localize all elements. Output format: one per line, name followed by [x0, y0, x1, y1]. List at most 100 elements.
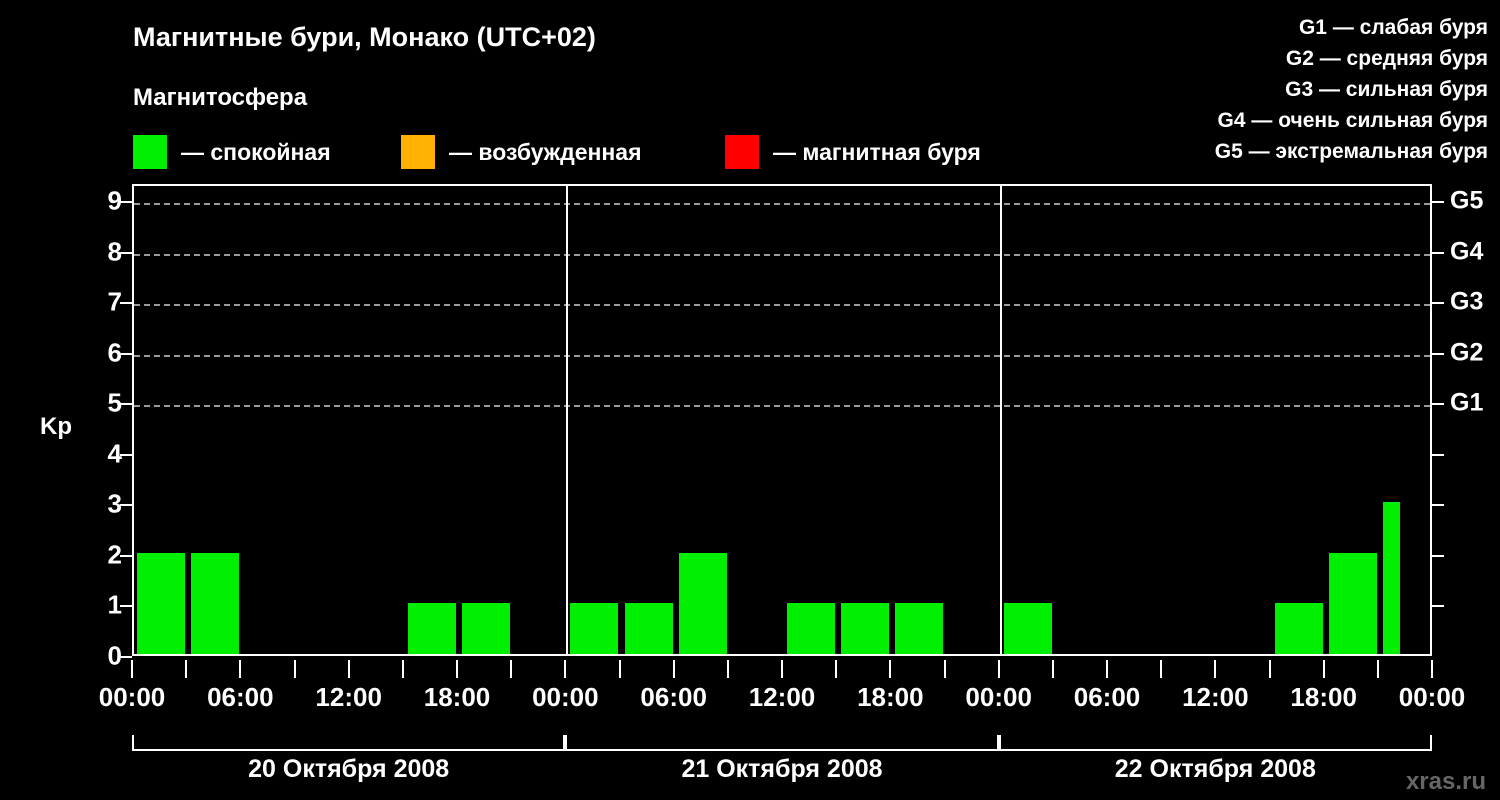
- date-label-2: 21 Октября 2008: [681, 755, 883, 783]
- x-tick-3: [293, 660, 296, 678]
- x-tick-4: [347, 660, 350, 678]
- g-tick-label-g1: G1: [1450, 388, 1484, 417]
- x-tick-15: [943, 660, 946, 678]
- bar[interactable]: [1274, 603, 1323, 654]
- legend-label-storm: — магнитная буря: [773, 138, 981, 165]
- bar[interactable]: [787, 603, 836, 654]
- bar[interactable]: [1003, 603, 1052, 654]
- x-tick-5: [401, 660, 404, 678]
- legend-swatch-quiet: [133, 135, 167, 169]
- x-tick-14: [889, 660, 892, 678]
- y-axis-title: Kp: [40, 413, 72, 440]
- y-tick-mark-6: [120, 352, 132, 355]
- y-tick-label-4: 4: [107, 438, 122, 469]
- x-tick-label-5: 06:00: [640, 682, 707, 712]
- g-minor-tick-kp-4: [1432, 453, 1444, 456]
- x-tick-24: [1431, 660, 1433, 678]
- watermark: xras.ru: [1405, 768, 1486, 795]
- bar[interactable]: [895, 603, 944, 654]
- y-tick-mark-2: [120, 554, 132, 557]
- x-tick-label-1: 06:00: [207, 682, 274, 712]
- bar[interactable]: [624, 603, 673, 654]
- x-tick-label-8: 00:00: [965, 682, 1032, 712]
- date-label-1: 20 Октября 2008: [248, 755, 450, 783]
- x-tick-label-0: 00:00: [98, 682, 166, 712]
- y-tick-label-8: 8: [107, 236, 122, 267]
- bar[interactable]: [1382, 502, 1400, 654]
- bar[interactable]: [570, 603, 619, 654]
- bar[interactable]: [191, 552, 240, 654]
- x-tick-label-11: 18:00: [1290, 682, 1357, 712]
- x-tick-7: [510, 660, 513, 678]
- legend-swatch-unsettled: [401, 135, 435, 169]
- day-separator-1: [566, 186, 569, 654]
- x-tick-20: [1214, 660, 1217, 678]
- x-tick-16: [997, 660, 1000, 678]
- gridline-kp-5: [134, 405, 1430, 408]
- x-tick-12: [781, 660, 783, 678]
- g-scale-line-g2: G2 — средняя буря: [1285, 47, 1488, 70]
- legend-label-unsettled: — возбужденная: [449, 138, 642, 165]
- gridline-kp-6: [134, 354, 1430, 357]
- g-minor-tick-kp-3: [1432, 504, 1444, 507]
- g-scale-line-g4: G4 — очень сильная буря: [1217, 109, 1488, 132]
- y-tick-label-9: 9: [107, 185, 122, 216]
- x-tick-label-4: 00:00: [532, 682, 599, 712]
- date-bracket-3: [998, 735, 1432, 751]
- y-tick-label-2: 2: [107, 539, 122, 570]
- g-minor-tick-kp-2: [1432, 554, 1444, 557]
- bar[interactable]: [1328, 552, 1377, 654]
- g-tick-mark-g2: [1432, 352, 1444, 355]
- g-minor-tick-kp-1: [1432, 605, 1444, 608]
- y-tick-mark-3: [120, 504, 132, 507]
- legend-entry-quiet: — спокойная: [133, 134, 331, 170]
- g-tick-mark-g1: [1432, 403, 1444, 406]
- y-tick-label-0: 0: [107, 640, 122, 671]
- x-tick-0: [131, 660, 133, 678]
- bar[interactable]: [462, 603, 511, 654]
- g-scale-line-g1: G1 — слабая буря: [1298, 16, 1488, 39]
- legend-entry-storm: — магнитная буря: [725, 134, 981, 170]
- x-tick-8: [564, 660, 567, 678]
- bar[interactable]: [678, 552, 727, 654]
- g-tick-mark-g5: [1432, 201, 1444, 203]
- g-scale-line-g3: G3 — сильная буря: [1285, 78, 1488, 101]
- bar[interactable]: [407, 603, 456, 654]
- x-tick-18: [1106, 660, 1108, 678]
- gridline-kp-7: [134, 304, 1430, 307]
- y-tick-label-3: 3: [107, 488, 122, 519]
- date-axis: 20 Октября 2008 21 Октября 2008 22 Октября…: [0, 735, 1500, 800]
- chart-plot-area: [132, 184, 1432, 656]
- y-tick-label-7: 7: [107, 286, 122, 317]
- bar[interactable]: [841, 603, 890, 654]
- date-bracket-1: [132, 735, 566, 751]
- y-tick-mark-0: [120, 656, 132, 658]
- x-tick-label-9: 06:00: [1073, 682, 1141, 712]
- x-axis: 00:00 06:00 12:00 18:00 00:00 06:00 12:00 18:00…: [0, 656, 1500, 726]
- x-tick-13: [835, 660, 838, 678]
- x-tick-label-3: 18:00: [423, 682, 491, 712]
- g-scale-line-g5: G5 — экстремальная буря: [1214, 140, 1488, 163]
- date-label-3: 22 Октября 2008: [1114, 755, 1316, 783]
- legend-entry-unsettled: — возбужденная: [401, 134, 642, 170]
- x-tick-23: [1376, 660, 1379, 678]
- x-tick-1: [185, 660, 188, 678]
- x-tick-22: [1322, 660, 1325, 678]
- g-scale-legend: G1 — слабая буря G2 — средняя буря G3 — …: [1068, 12, 1488, 167]
- x-tick-17: [1051, 660, 1054, 678]
- magnetosphere-legend: — спокойная — возбужденная — магнитная б…: [133, 134, 1033, 170]
- x-tick-label-7: 18:00: [857, 682, 924, 712]
- x-tick-19: [1160, 660, 1163, 678]
- y-tick-mark-9: [120, 201, 132, 203]
- legend-label-quiet: — спокойная: [181, 138, 331, 165]
- x-tick-9: [618, 660, 621, 678]
- x-tick-10: [672, 660, 675, 678]
- g-tick-mark-g4: [1432, 251, 1444, 254]
- gridline-kp-8: [134, 253, 1430, 256]
- x-tick-label-10: 12:00: [1182, 682, 1249, 712]
- y-tick-label-5: 5: [107, 387, 122, 418]
- date-bracket-2: [565, 735, 999, 751]
- bar[interactable]: [137, 552, 186, 654]
- g-tick-label-g5: G5: [1450, 186, 1484, 215]
- x-tick-label-2: 12:00: [315, 682, 382, 712]
